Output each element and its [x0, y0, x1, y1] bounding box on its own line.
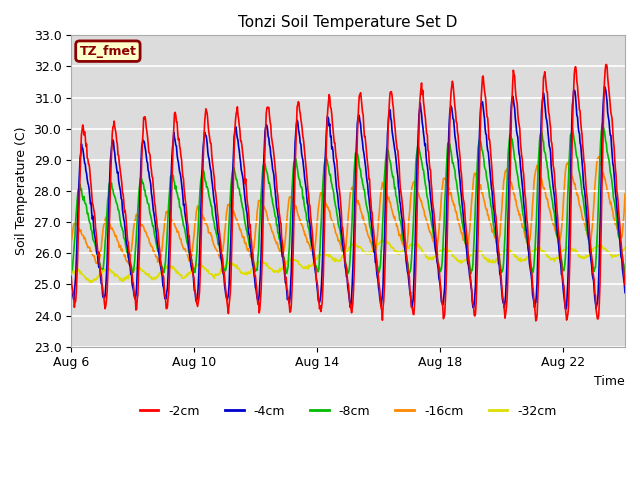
X-axis label: Time: Time [595, 375, 625, 388]
Legend: -2cm, -4cm, -8cm, -16cm, -32cm: -2cm, -4cm, -8cm, -16cm, -32cm [134, 400, 562, 423]
Title: Tonzi Soil Temperature Set D: Tonzi Soil Temperature Set D [238, 15, 458, 30]
Text: TZ_fmet: TZ_fmet [79, 45, 136, 58]
Y-axis label: Soil Temperature (C): Soil Temperature (C) [15, 127, 28, 255]
